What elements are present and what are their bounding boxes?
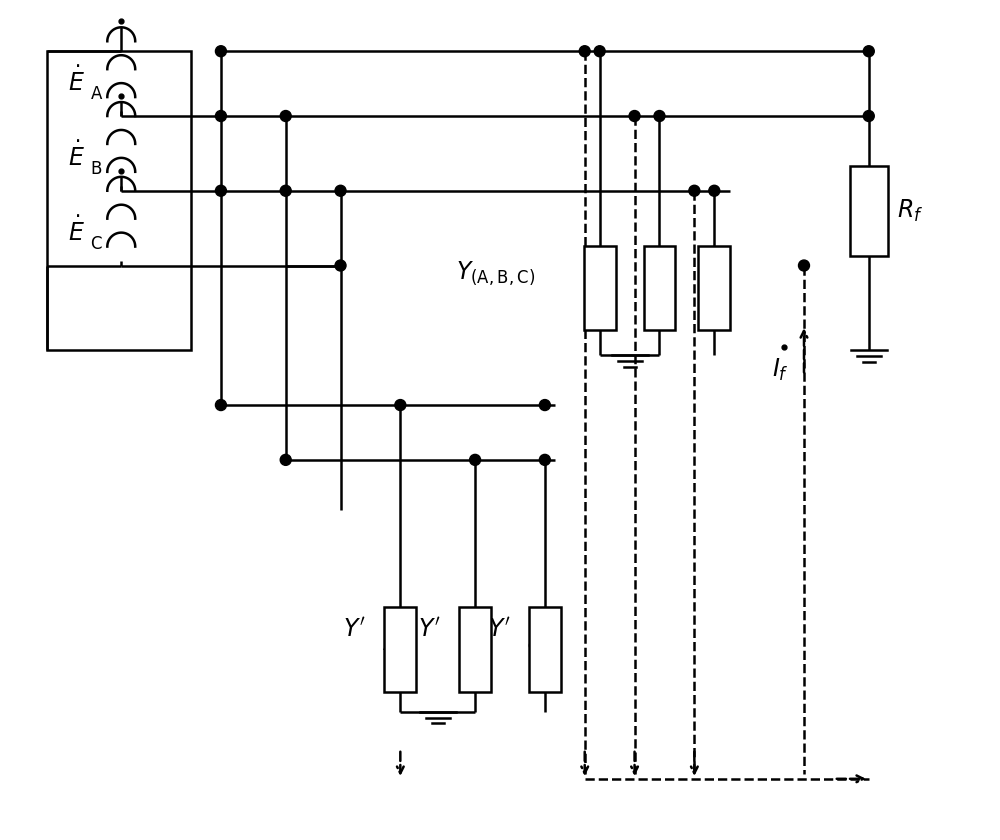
- Text: $\dot{E}$: $\dot{E}$: [68, 66, 85, 96]
- Circle shape: [395, 400, 406, 411]
- Text: $\mathrm{B}$: $\mathrm{B}$: [90, 160, 102, 178]
- Text: $_\mathrm{A}$: $_\mathrm{A}$: [382, 635, 392, 654]
- Circle shape: [215, 186, 226, 197]
- Circle shape: [335, 260, 346, 271]
- Text: $Y'$: $Y'$: [488, 617, 510, 641]
- Text: $\mathrm{A}$: $\mathrm{A}$: [90, 85, 103, 103]
- Text: $Y'$: $Y'$: [418, 617, 440, 641]
- Text: $R_f$: $R_f$: [897, 197, 923, 223]
- Circle shape: [215, 400, 226, 411]
- Circle shape: [654, 111, 665, 122]
- Circle shape: [539, 400, 550, 411]
- Bar: [584, 245, 616, 330]
- Text: $\dot{E}$: $\dot{E}$: [68, 216, 85, 245]
- Circle shape: [280, 111, 291, 122]
- Circle shape: [470, 454, 481, 465]
- Bar: [384, 606, 416, 691]
- Bar: [459, 606, 491, 691]
- Circle shape: [215, 111, 226, 122]
- Circle shape: [280, 454, 291, 465]
- Circle shape: [629, 111, 640, 122]
- Text: $\dot{E}$: $\dot{E}$: [68, 141, 85, 171]
- Text: $I_f$: $I_f$: [772, 357, 789, 383]
- Bar: [698, 245, 730, 330]
- Circle shape: [863, 45, 874, 57]
- Circle shape: [335, 186, 346, 197]
- Circle shape: [215, 45, 226, 57]
- Circle shape: [539, 454, 550, 465]
- Circle shape: [799, 260, 809, 271]
- Text: $_\mathrm{C}$: $_\mathrm{C}$: [527, 635, 537, 654]
- Circle shape: [594, 45, 605, 57]
- Circle shape: [709, 186, 720, 197]
- Circle shape: [579, 45, 590, 57]
- Text: $\mathrm{C}$: $\mathrm{C}$: [90, 234, 103, 253]
- Text: $Y_{\mathrm{(A,B,C)}}$: $Y_{\mathrm{(A,B,C)}}$: [456, 260, 535, 286]
- Bar: [850, 165, 888, 255]
- Bar: [529, 606, 561, 691]
- Circle shape: [689, 186, 700, 197]
- Bar: [644, 245, 675, 330]
- Circle shape: [863, 111, 874, 122]
- Circle shape: [280, 186, 291, 197]
- Text: $_\mathrm{B}$: $_\mathrm{B}$: [457, 635, 466, 654]
- Bar: [47, 51, 191, 350]
- Text: $Y'$: $Y'$: [343, 617, 365, 641]
